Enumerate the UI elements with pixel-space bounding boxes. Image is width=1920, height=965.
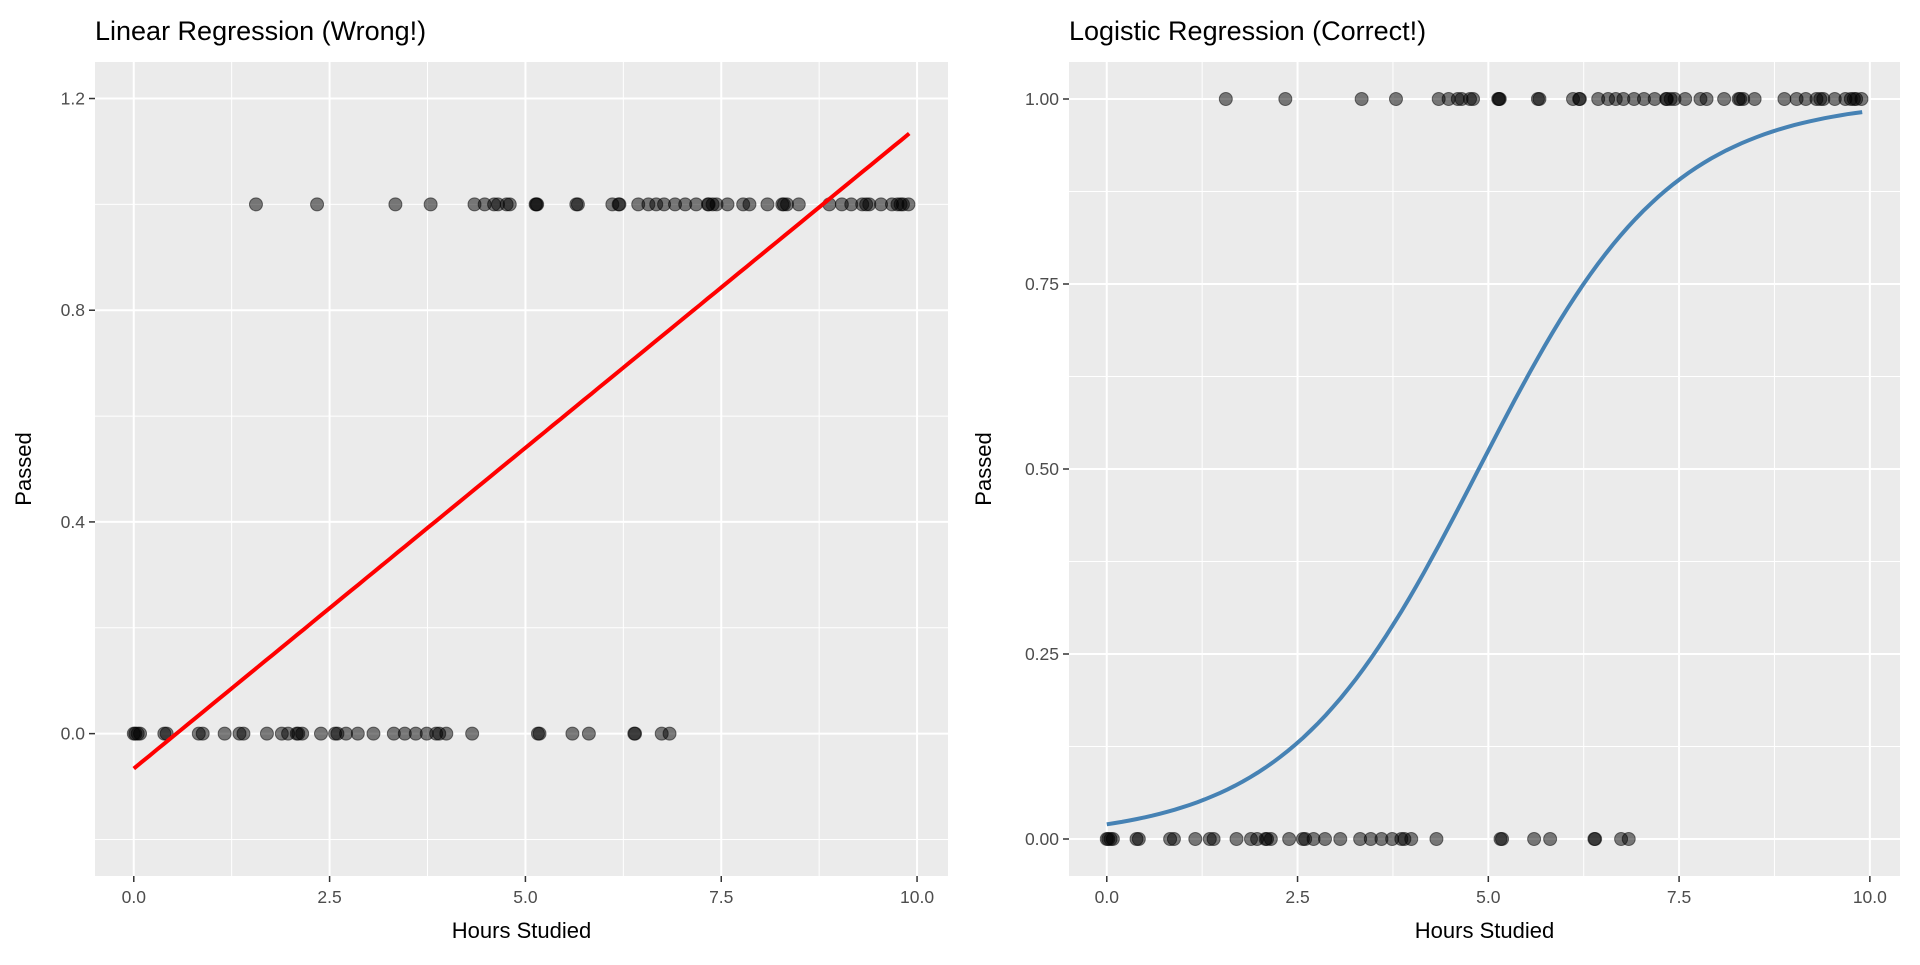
y-tick-label: 1.2 (61, 89, 85, 109)
y-axis-title: Passed (11, 432, 36, 505)
chart-title: Logistic Regression (Correct!) (1069, 16, 1426, 46)
data-point (1717, 92, 1732, 106)
data-point (295, 726, 310, 741)
x-axis-title: Hours Studied (1415, 918, 1554, 943)
data-point (313, 726, 328, 741)
panel-linear: 0.0 0.4 0.8 1.2 0.0 2.5 5.0 7.5 10.0 Linear Regre… (11, 16, 948, 943)
data-point (388, 197, 403, 212)
plot-background (95, 62, 948, 876)
data-point (742, 197, 757, 212)
y-tick-label: 0.00 (1025, 829, 1059, 849)
data-point (791, 197, 806, 212)
x-tick-label: 2.5 (1285, 887, 1309, 907)
data-point (1495, 832, 1510, 846)
data-points (126, 197, 916, 741)
data-point (236, 726, 251, 741)
data-point (1229, 832, 1244, 846)
data-point (532, 726, 547, 741)
data-point (1263, 832, 1278, 846)
data-point (530, 197, 545, 212)
data-point (720, 197, 735, 212)
x-tick-label: 10.0 (900, 887, 934, 907)
data-point (1678, 92, 1693, 106)
data-point (1333, 832, 1348, 846)
data-point (1466, 92, 1481, 106)
data-point (1527, 832, 1542, 846)
data-point (1492, 92, 1507, 106)
data-point (1388, 92, 1403, 106)
data-point (570, 197, 585, 212)
data-point (581, 726, 596, 741)
linear-fit-line (132, 131, 911, 771)
data-point (662, 726, 677, 741)
logistic-fit-curve (1106, 110, 1863, 827)
data-point (780, 197, 795, 212)
data-point (1747, 92, 1762, 106)
x-axis-title: Hours Studied (452, 918, 591, 943)
data-point (1278, 92, 1293, 106)
x-tick-label: 0.0 (1095, 887, 1120, 907)
y-tick-label: 1.00 (1025, 89, 1059, 109)
data-point (565, 726, 580, 741)
x-tick-label: 10.0 (1853, 887, 1887, 907)
data-point (1543, 832, 1558, 846)
y-axis-title: Passed (971, 432, 996, 505)
data-point (689, 197, 704, 212)
data-point (1131, 832, 1146, 846)
data-point (248, 197, 263, 212)
data-point (1532, 92, 1547, 106)
x-tick-label: 2.5 (317, 887, 341, 907)
data-point (259, 726, 274, 741)
panel-logistic: 0.00 0.25 0.50 0.75 1.00 0.0 2.5 5.0 7.5 10.0 Logi… (971, 16, 1900, 943)
x-tick-label: 7.5 (1667, 887, 1691, 907)
data-point (1166, 832, 1181, 846)
y-tick-label: 0.8 (61, 300, 85, 320)
data-point (439, 726, 454, 741)
data-points (1099, 92, 1869, 846)
data-point (465, 726, 480, 741)
data-point (862, 197, 877, 212)
x-tick-label: 5.0 (1476, 887, 1501, 907)
data-point (1572, 92, 1587, 106)
data-point (1699, 92, 1714, 106)
data-point (1404, 832, 1419, 846)
data-point (423, 197, 438, 212)
data-point (901, 197, 916, 212)
x-tick-label: 7.5 (709, 887, 733, 907)
data-point (1621, 832, 1636, 846)
data-point (1218, 92, 1233, 106)
data-point (1206, 832, 1221, 846)
data-point (1105, 832, 1120, 846)
data-point (1318, 832, 1333, 846)
data-point (366, 726, 381, 741)
data-point (628, 726, 643, 741)
data-point (1429, 832, 1444, 846)
data-point (310, 197, 325, 212)
y-tick-label: 0.75 (1025, 274, 1059, 294)
y-tick-label: 0.50 (1025, 459, 1059, 479)
data-point (133, 726, 148, 741)
data-point (1588, 832, 1603, 846)
data-point (1354, 92, 1369, 106)
data-point (217, 726, 232, 741)
data-point (1282, 832, 1297, 846)
data-point (1854, 92, 1869, 106)
x-tick-label: 0.0 (122, 887, 147, 907)
data-point (1188, 832, 1203, 846)
data-point (612, 197, 627, 212)
data-point (339, 726, 354, 741)
y-tick-label: 0.25 (1025, 644, 1059, 664)
data-point (502, 197, 517, 212)
data-point (1777, 92, 1792, 106)
chart-title: Linear Regression (Wrong!) (95, 16, 426, 46)
y-tick-label: 0.0 (61, 724, 86, 744)
x-tick-label: 5.0 (513, 887, 538, 907)
data-point (350, 726, 365, 741)
y-tick-label: 0.4 (61, 512, 86, 532)
data-point (195, 726, 210, 741)
data-point (760, 197, 775, 212)
